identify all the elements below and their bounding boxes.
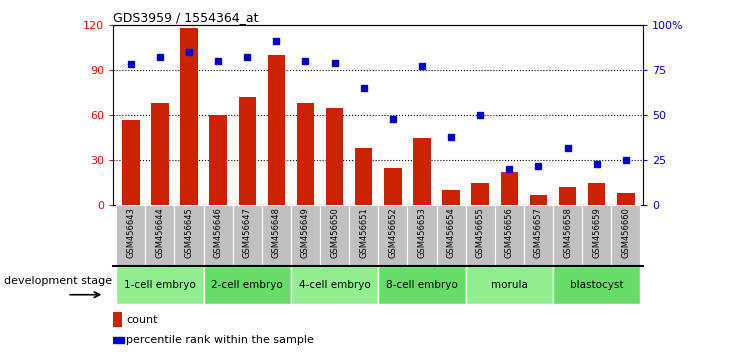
Text: GSM456656: GSM456656: [505, 207, 514, 258]
Bar: [349, 205, 379, 266]
Bar: [495, 205, 524, 266]
Bar: [203, 205, 232, 266]
Text: 1-cell embryo: 1-cell embryo: [124, 280, 196, 290]
Bar: [413, 138, 431, 205]
Bar: [181, 28, 198, 205]
Text: GDS3959 / 1554364_at: GDS3959 / 1554364_at: [113, 11, 259, 24]
Bar: [291, 266, 379, 304]
Text: GSM456652: GSM456652: [388, 207, 398, 258]
Text: morula: morula: [491, 280, 528, 290]
Text: GSM456646: GSM456646: [213, 207, 223, 258]
Bar: [232, 205, 262, 266]
Bar: [203, 266, 291, 304]
Bar: [501, 172, 518, 205]
Text: GSM456660: GSM456660: [621, 207, 630, 258]
Bar: [530, 195, 548, 205]
Text: GSM456655: GSM456655: [476, 207, 485, 258]
Text: GSM456650: GSM456650: [330, 207, 339, 258]
Bar: [116, 205, 145, 266]
Bar: [297, 103, 314, 205]
Bar: [524, 205, 553, 266]
Bar: [238, 97, 256, 205]
Text: GSM456659: GSM456659: [592, 207, 601, 258]
Bar: [122, 120, 140, 205]
Text: GSM456648: GSM456648: [272, 207, 281, 258]
Bar: [113, 312, 122, 327]
Text: GSM456657: GSM456657: [534, 207, 543, 258]
Bar: [471, 183, 489, 205]
Text: GSM456654: GSM456654: [447, 207, 455, 258]
Bar: [145, 205, 175, 266]
Bar: [588, 183, 605, 205]
Bar: [407, 205, 436, 266]
Bar: [151, 103, 169, 205]
Text: GSM456647: GSM456647: [243, 207, 251, 258]
Text: GSM456658: GSM456658: [563, 207, 572, 258]
Bar: [379, 266, 466, 304]
Bar: [466, 205, 495, 266]
Bar: [466, 266, 553, 304]
Bar: [209, 115, 227, 205]
Text: 4-cell embryo: 4-cell embryo: [299, 280, 371, 290]
Text: development stage: development stage: [4, 276, 112, 286]
Bar: [116, 266, 203, 304]
Text: GSM456653: GSM456653: [417, 207, 426, 258]
Text: count: count: [126, 315, 158, 325]
Bar: [379, 205, 407, 266]
Bar: [384, 168, 401, 205]
Text: GSM456651: GSM456651: [359, 207, 368, 258]
Bar: [553, 266, 640, 304]
Text: GSM456645: GSM456645: [184, 207, 194, 258]
Bar: [582, 205, 611, 266]
Text: 8-cell embryo: 8-cell embryo: [386, 280, 458, 290]
Bar: [291, 205, 320, 266]
Bar: [268, 55, 285, 205]
Bar: [436, 205, 466, 266]
Bar: [442, 190, 460, 205]
Bar: [320, 205, 349, 266]
Text: GSM456643: GSM456643: [126, 207, 135, 258]
Text: percentile rank within the sample: percentile rank within the sample: [126, 335, 314, 345]
Bar: [617, 193, 635, 205]
Text: blastocyst: blastocyst: [570, 280, 624, 290]
Bar: [558, 187, 576, 205]
Text: GSM456644: GSM456644: [156, 207, 164, 258]
Text: 2-cell embryo: 2-cell embryo: [211, 280, 283, 290]
Bar: [355, 148, 373, 205]
Bar: [553, 205, 582, 266]
Bar: [175, 205, 203, 266]
Bar: [262, 205, 291, 266]
Bar: [611, 205, 640, 266]
Bar: [326, 108, 344, 205]
Text: GSM456649: GSM456649: [301, 207, 310, 258]
